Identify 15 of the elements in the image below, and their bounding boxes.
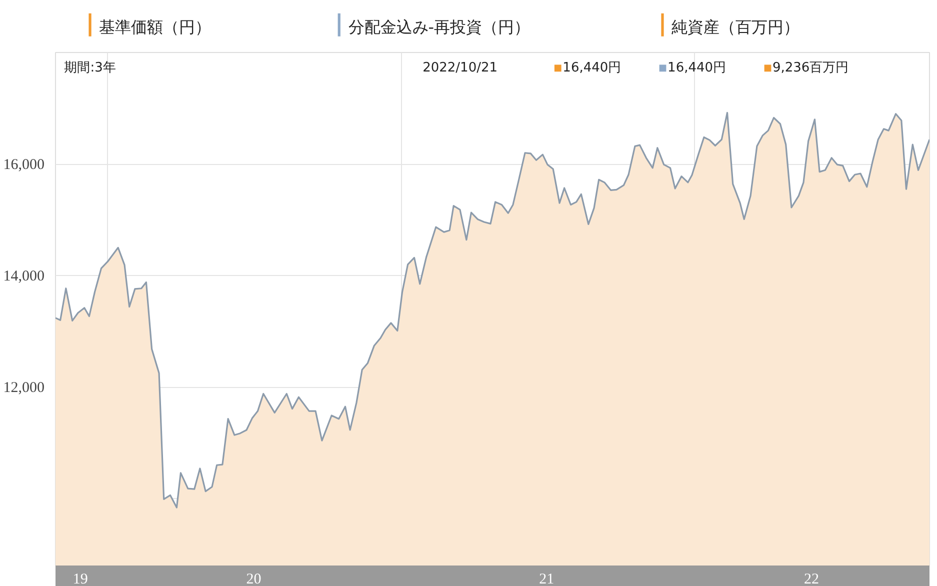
x-tick-label: 21 (539, 572, 554, 586)
y-tick-label: 14,000 (3, 268, 44, 285)
annotation: ■16,440円 (658, 60, 726, 76)
annotation: 2022/10/21 (422, 60, 498, 76)
y-tick-label: 12,000 (3, 380, 44, 396)
text: 基準価額（円） (99, 17, 212, 36)
y-tick-label: 16,000 (3, 157, 44, 174)
x-tick-label: 19 (72, 572, 88, 586)
x-tick-label: 22 (804, 572, 820, 586)
text: 分配金込み-再投資（円） (348, 17, 530, 36)
text: 純資産（百万円） (672, 17, 800, 36)
x-tick-label: 20 (246, 572, 262, 586)
annotation: 期間:3年 (64, 60, 116, 76)
annotation: ■16,440円 (554, 60, 622, 76)
annotation: ■9,236百万円 (763, 60, 849, 76)
